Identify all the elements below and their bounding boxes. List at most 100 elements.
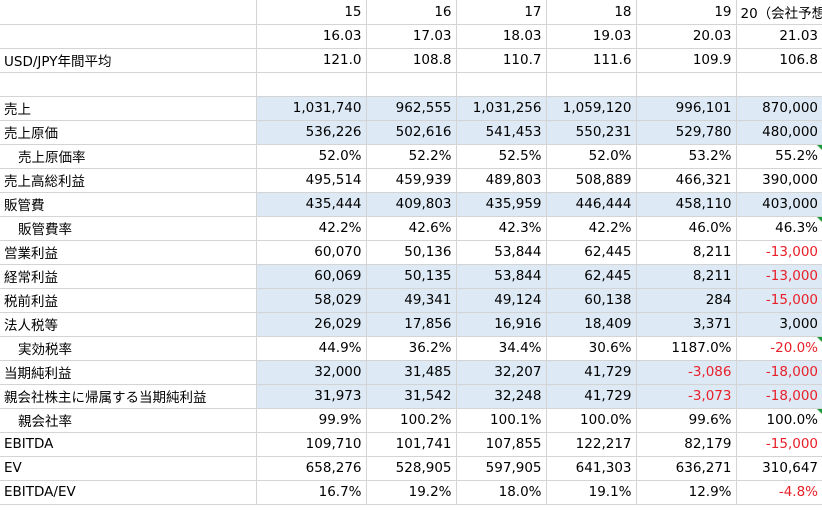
value-cell[interactable]: 3,000 bbox=[736, 312, 822, 337]
row-label[interactable]: USD/JPY年間平均 bbox=[0, 48, 257, 73]
row-label[interactable]: 売上 bbox=[0, 96, 257, 121]
fiscal-year-cell[interactable]: 19 bbox=[636, 0, 737, 25]
value-cell[interactable]: -13,000 bbox=[736, 264, 822, 289]
fiscal-year-cell[interactable]: 20（会社予想） bbox=[736, 0, 822, 25]
row-label[interactable]: EBITDA/EV bbox=[0, 480, 257, 505]
row-label[interactable]: 販管費率 bbox=[0, 216, 257, 241]
value-cell[interactable]: 53,844 bbox=[456, 264, 547, 289]
value-cell[interactable]: 18,409 bbox=[546, 312, 637, 337]
value-cell[interactable]: 121.0 bbox=[256, 48, 367, 73]
period-cell[interactable]: 19.03 bbox=[546, 24, 637, 49]
value-cell[interactable]: 108.8 bbox=[366, 48, 457, 73]
value-cell[interactable]: 46.0% bbox=[636, 216, 737, 241]
value-cell[interactable]: 996,101 bbox=[636, 96, 737, 121]
period-cell[interactable]: 20.03 bbox=[636, 24, 737, 49]
value-cell[interactable]: 53,844 bbox=[456, 240, 547, 265]
value-cell[interactable]: 99.9% bbox=[256, 408, 367, 433]
empty-cell[interactable] bbox=[636, 72, 737, 97]
value-cell[interactable]: 42.6% bbox=[366, 216, 457, 241]
value-cell[interactable]: 480,000 bbox=[736, 120, 822, 145]
value-cell[interactable]: 111.6 bbox=[546, 48, 637, 73]
row-label[interactable]: 売上高総利益 bbox=[0, 168, 257, 193]
empty-cell[interactable] bbox=[366, 72, 457, 97]
value-cell[interactable]: 641,303 bbox=[546, 456, 637, 481]
row-label[interactable]: EV bbox=[0, 456, 257, 481]
value-cell[interactable]: 34.4% bbox=[456, 336, 547, 361]
value-cell[interactable]: 55.2% bbox=[736, 144, 822, 169]
header-label-empty[interactable] bbox=[0, 24, 257, 49]
value-cell[interactable]: -4.8% bbox=[736, 480, 822, 505]
value-cell[interactable]: 310,647 bbox=[736, 456, 822, 481]
value-cell[interactable]: 508,889 bbox=[546, 168, 637, 193]
value-cell[interactable]: 42.2% bbox=[256, 216, 367, 241]
value-cell[interactable]: -3,086 bbox=[636, 360, 737, 385]
row-label[interactable]: 法人税等 bbox=[0, 312, 257, 337]
row-label[interactable]: 親会社率 bbox=[0, 408, 257, 433]
value-cell[interactable]: 19.1% bbox=[546, 480, 637, 505]
header-label-empty[interactable] bbox=[0, 0, 257, 25]
value-cell[interactable]: 50,135 bbox=[366, 264, 457, 289]
value-cell[interactable]: 49,341 bbox=[366, 288, 457, 313]
value-cell[interactable]: 109.9 bbox=[636, 48, 737, 73]
value-cell[interactable]: 36.2% bbox=[366, 336, 457, 361]
row-label[interactable]: 経常利益 bbox=[0, 264, 257, 289]
value-cell[interactable]: -15,000 bbox=[736, 432, 822, 457]
value-cell[interactable]: 53.2% bbox=[636, 144, 737, 169]
value-cell[interactable]: 41,729 bbox=[546, 360, 637, 385]
value-cell[interactable]: 52.0% bbox=[546, 144, 637, 169]
period-cell[interactable]: 18.03 bbox=[456, 24, 547, 49]
empty-cell[interactable] bbox=[546, 72, 637, 97]
value-cell[interactable]: 409,803 bbox=[366, 192, 457, 217]
value-cell[interactable]: 32,207 bbox=[456, 360, 547, 385]
value-cell[interactable]: 101,741 bbox=[366, 432, 457, 457]
value-cell[interactable]: -3,073 bbox=[636, 384, 737, 409]
value-cell[interactable]: 529,780 bbox=[636, 120, 737, 145]
value-cell[interactable]: 52.2% bbox=[366, 144, 457, 169]
value-cell[interactable]: 636,271 bbox=[636, 456, 737, 481]
value-cell[interactable]: 12.9% bbox=[636, 480, 737, 505]
value-cell[interactable]: 106.8 bbox=[736, 48, 822, 73]
value-cell[interactable]: 52.5% bbox=[456, 144, 547, 169]
value-cell[interactable]: 100.0% bbox=[546, 408, 637, 433]
row-label[interactable]: EBITDA bbox=[0, 432, 257, 457]
value-cell[interactable]: 109,710 bbox=[256, 432, 367, 457]
value-cell[interactable]: -18,000 bbox=[736, 360, 822, 385]
value-cell[interactable]: 962,555 bbox=[366, 96, 457, 121]
value-cell[interactable]: 1187.0% bbox=[636, 336, 737, 361]
value-cell[interactable]: 110.7 bbox=[456, 48, 547, 73]
row-label[interactable]: 営業利益 bbox=[0, 240, 257, 265]
value-cell[interactable]: 8,211 bbox=[636, 240, 737, 265]
value-cell[interactable]: 390,000 bbox=[736, 168, 822, 193]
value-cell[interactable]: 528,905 bbox=[366, 456, 457, 481]
value-cell[interactable]: 19.2% bbox=[366, 480, 457, 505]
value-cell[interactable]: 52.0% bbox=[256, 144, 367, 169]
value-cell[interactable]: 435,959 bbox=[456, 192, 547, 217]
value-cell[interactable]: 403,000 bbox=[736, 192, 822, 217]
value-cell[interactable]: 550,231 bbox=[546, 120, 637, 145]
value-cell[interactable]: 31,973 bbox=[256, 384, 367, 409]
value-cell[interactable]: 32,000 bbox=[256, 360, 367, 385]
fiscal-year-cell[interactable]: 18 bbox=[546, 0, 637, 25]
value-cell[interactable]: 16,916 bbox=[456, 312, 547, 337]
value-cell[interactable]: 62,445 bbox=[546, 264, 637, 289]
value-cell[interactable]: -20.0% bbox=[736, 336, 822, 361]
row-label[interactable]: 販管費 bbox=[0, 192, 257, 217]
value-cell[interactable]: -15,000 bbox=[736, 288, 822, 313]
value-cell[interactable]: 60,138 bbox=[546, 288, 637, 313]
value-cell[interactable]: 502,616 bbox=[366, 120, 457, 145]
period-cell[interactable]: 21.03 bbox=[736, 24, 822, 49]
value-cell[interactable]: 42.3% bbox=[456, 216, 547, 241]
value-cell[interactable]: 446,444 bbox=[546, 192, 637, 217]
value-cell[interactable]: 31,542 bbox=[366, 384, 457, 409]
value-cell[interactable]: 60,069 bbox=[256, 264, 367, 289]
row-label[interactable]: 売上原価率 bbox=[0, 144, 257, 169]
value-cell[interactable]: 458,110 bbox=[636, 192, 737, 217]
row-label[interactable]: 税前利益 bbox=[0, 288, 257, 313]
value-cell[interactable]: 8,211 bbox=[636, 264, 737, 289]
value-cell[interactable]: 60,070 bbox=[256, 240, 367, 265]
value-cell[interactable]: 31,485 bbox=[366, 360, 457, 385]
fiscal-year-cell[interactable]: 15 bbox=[256, 0, 367, 25]
row-label[interactable]: 売上原価 bbox=[0, 120, 257, 145]
value-cell[interactable]: 597,905 bbox=[456, 456, 547, 481]
value-cell[interactable]: 100.1% bbox=[456, 408, 547, 433]
